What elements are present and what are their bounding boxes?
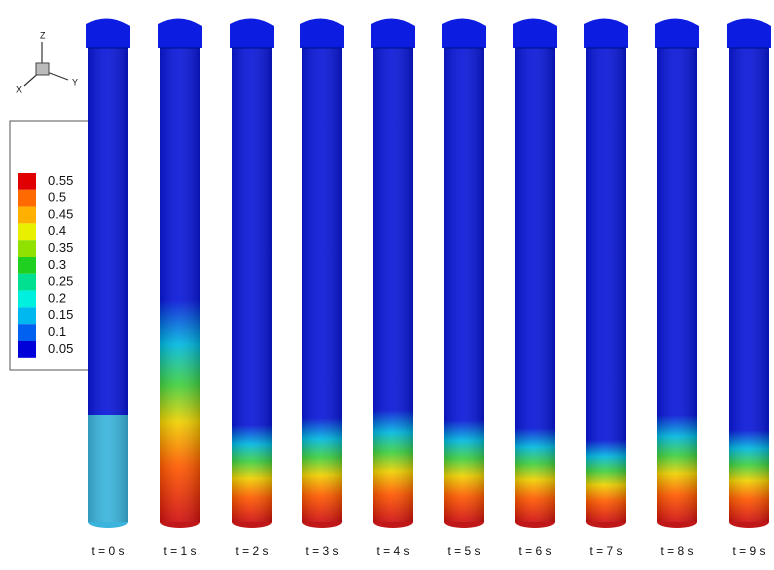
legend-label: 0.4 bbox=[48, 223, 66, 238]
column-cap bbox=[300, 18, 344, 48]
frame-label: t = 1 s bbox=[163, 544, 196, 558]
column-shade bbox=[586, 40, 626, 522]
frame-label: t = 2 s bbox=[235, 544, 268, 558]
frame-label: t = 7 s bbox=[589, 544, 622, 558]
legend-swatch bbox=[18, 240, 36, 257]
column-cap bbox=[727, 18, 771, 48]
legend-label: 0.35 bbox=[48, 240, 73, 255]
legend-label: 0.25 bbox=[48, 274, 73, 289]
column: t = 8 s bbox=[655, 18, 699, 558]
column-shade bbox=[373, 40, 413, 522]
column-cap bbox=[230, 18, 274, 48]
legend-label: 0.5 bbox=[48, 190, 66, 205]
legend-swatch bbox=[18, 257, 36, 274]
column-shade bbox=[515, 40, 555, 522]
legend-swatch bbox=[18, 291, 36, 308]
axis-y-label: Y bbox=[72, 77, 78, 87]
legend-swatch bbox=[18, 307, 36, 324]
column-shade bbox=[444, 40, 484, 522]
column: t = 4 s bbox=[371, 18, 415, 558]
legend-swatch bbox=[18, 274, 36, 291]
legend-label: 0.1 bbox=[48, 324, 66, 339]
legend-label: 0.15 bbox=[48, 307, 73, 322]
frame-label: t = 8 s bbox=[660, 544, 693, 558]
legend-label: 0.2 bbox=[48, 290, 66, 305]
column-cap bbox=[584, 18, 628, 48]
column: t = 6 s bbox=[513, 18, 557, 558]
column: t = 0 s bbox=[86, 18, 130, 558]
column-shade bbox=[657, 40, 697, 522]
column-shade bbox=[729, 40, 769, 522]
column: t = 9 s bbox=[727, 18, 771, 558]
column-cap bbox=[371, 18, 415, 48]
frame-label: t = 4 s bbox=[376, 544, 409, 558]
legend-label: 0.55 bbox=[48, 173, 73, 188]
legend-swatch bbox=[18, 341, 36, 358]
axis-x-label: X bbox=[16, 84, 22, 94]
axis-z-label: Z bbox=[40, 30, 46, 40]
frame-label: t = 9 s bbox=[732, 544, 765, 558]
columns: t = 0 s t = 1 s t = 2 s t = 3 s t = 4 s t = 5… bbox=[86, 18, 771, 558]
column: t = 2 s bbox=[230, 18, 274, 558]
legend-label: 0.3 bbox=[48, 257, 66, 272]
legend-swatch bbox=[18, 190, 36, 207]
column: t = 3 s bbox=[300, 18, 344, 558]
frame-label: t = 3 s bbox=[305, 544, 338, 558]
legend-swatch bbox=[18, 324, 36, 341]
column-cap bbox=[86, 18, 130, 48]
legend-swatch bbox=[18, 173, 36, 190]
column-cap bbox=[158, 18, 202, 48]
column: t = 5 s bbox=[442, 18, 486, 558]
legend-swatch bbox=[18, 223, 36, 240]
frame-label: t = 5 s bbox=[447, 544, 480, 558]
column-shade bbox=[302, 40, 342, 522]
column-shade bbox=[232, 40, 272, 522]
legend-swatch bbox=[18, 207, 36, 224]
column: t = 1 s bbox=[158, 18, 202, 558]
column-shade bbox=[88, 40, 128, 522]
column-cap bbox=[513, 18, 557, 48]
frame-label: t = 6 s bbox=[518, 544, 551, 558]
legend-label: 0.05 bbox=[48, 341, 73, 356]
column-cap bbox=[655, 18, 699, 48]
axes-triad: Z Y X bbox=[16, 30, 78, 94]
figure: Z Y X 0.55 0.50.45 0.4 0.35 0.3 0.250.2 0.15 0.… bbox=[0, 0, 774, 565]
column-shade bbox=[160, 40, 200, 522]
column-cap bbox=[442, 18, 486, 48]
column: t = 7 s bbox=[584, 18, 628, 558]
legend-label: 0.45 bbox=[48, 206, 73, 221]
frame-label: t = 0 s bbox=[91, 544, 124, 558]
